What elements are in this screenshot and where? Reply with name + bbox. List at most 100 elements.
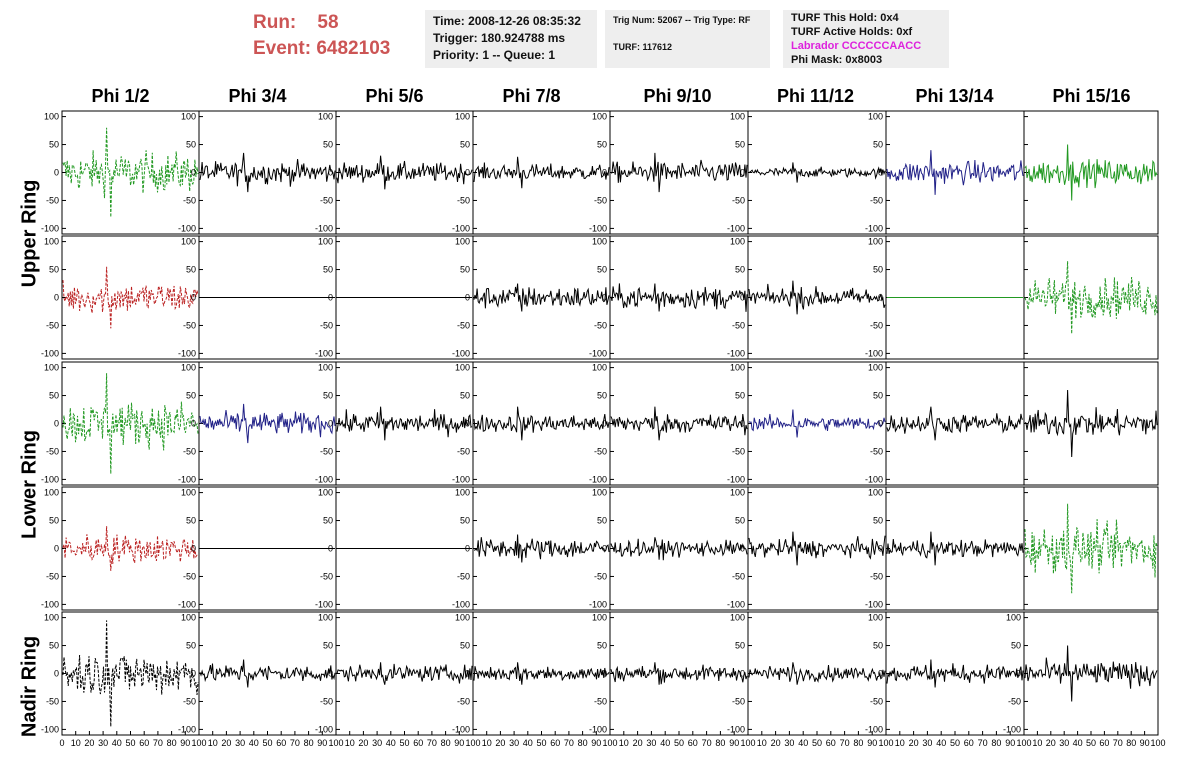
y-tick-label: -50 — [732, 696, 745, 706]
x-tick-label: 10 — [895, 738, 905, 748]
y-tick-label: 100 — [730, 363, 745, 373]
column-header: Phi 15/16 — [1052, 86, 1131, 106]
event-label: Event: — [253, 38, 312, 59]
x-tick-label: 40 — [660, 738, 670, 748]
turf-info-box: TURF This Hold: 0x4 TURF Active Holds: 0… — [783, 10, 949, 68]
turf-line: TURF: 117612 — [613, 42, 673, 52]
x-tick-label: 30 — [1059, 738, 1069, 748]
y-tick-label: 0 — [328, 419, 333, 429]
waveform-trace — [748, 280, 886, 315]
y-tick-label: -50 — [320, 446, 333, 456]
x-tick-label: 100 — [602, 738, 617, 748]
event-row: Event: 6482103 — [253, 36, 390, 62]
y-tick-label: 100 — [44, 613, 59, 623]
y-tick-label: 50 — [323, 516, 333, 526]
x-tick-label: 90 — [1140, 738, 1150, 748]
y-tick-label: 50 — [460, 391, 470, 401]
y-tick-label: 50 — [460, 516, 470, 526]
x-tick-label: 10 — [619, 738, 629, 748]
y-tick-label: 100 — [592, 488, 607, 498]
x-tick-label: 40 — [523, 738, 533, 748]
y-tick-label: 50 — [873, 391, 883, 401]
waveform-panel: 100 50 0 -50 -100 — [865, 235, 1025, 360]
y-tick-label: 0 — [191, 419, 196, 429]
x-tick-label: 10 — [208, 738, 218, 748]
column-header: Phi 3/4 — [228, 86, 287, 106]
x-tick-label: 40 — [798, 738, 808, 748]
x-tick-label: 50 — [536, 738, 546, 748]
y-tick-label: -50 — [46, 320, 59, 330]
y-tick-label: 50 — [735, 140, 745, 150]
y-tick-label: 0 — [740, 293, 745, 303]
x-tick-label: 20 — [771, 738, 781, 748]
x-tick-label: 20 — [633, 738, 643, 748]
y-tick-label: -100 — [452, 724, 470, 734]
x-tick-label: 100 — [740, 738, 755, 748]
y-tick-label: 0 — [328, 293, 333, 303]
waveform-panel: 100 50 0 -50 -100 — [589, 486, 749, 611]
panel-frame — [747, 110, 887, 235]
y-tick-label: -100 — [727, 223, 745, 233]
y-tick-label: 100 — [730, 237, 745, 247]
waveform-panel: 100 50 0 -50 -100 — [41, 235, 200, 360]
y-tick-label: -100 — [865, 348, 883, 358]
y-tick-label: -50 — [320, 571, 333, 581]
y-tick-label: 100 — [730, 613, 745, 623]
waveform-trace — [336, 406, 473, 441]
waveform-trace — [336, 155, 473, 190]
y-tick-label: 100 — [455, 237, 470, 247]
y-tick-label: -50 — [732, 195, 745, 205]
waveform-panel — [1023, 110, 1159, 235]
y-tick-label: -50 — [594, 571, 607, 581]
y-tick-label: 100 — [181, 488, 196, 498]
waveform-panel — [1023, 235, 1159, 360]
waveform-panel: 100 50 0 -50 -100 — [452, 361, 611, 486]
run-event-box: Run: 58 Event: 6482103 — [253, 10, 390, 62]
x-tick-label: 20 — [84, 738, 94, 748]
waveform-trace — [610, 662, 748, 685]
y-tick-label: -50 — [870, 696, 883, 706]
x-tick-label: 20 — [221, 738, 231, 748]
y-tick-label: 0 — [602, 669, 607, 679]
turf-active-line: TURF Active Holds: 0xf — [791, 26, 913, 38]
y-tick-label: -50 — [457, 320, 470, 330]
waveform-panel: 100 50 0 -50 -100 — [41, 486, 200, 611]
y-tick-label: -50 — [46, 696, 59, 706]
waveform-trace — [1024, 645, 1158, 702]
y-tick-label: 0 — [878, 544, 883, 554]
y-tick-label: -50 — [457, 446, 470, 456]
x-tick-label: 90 — [180, 738, 190, 748]
y-tick-label: 50 — [597, 391, 607, 401]
x-tick-label: 60 — [139, 738, 149, 748]
x-tick-label: 60 — [964, 738, 974, 748]
y-tick-label: -100 — [178, 724, 196, 734]
y-tick-label: -50 — [870, 571, 883, 581]
x-tick-label: 10 — [71, 738, 81, 748]
x-tick-label: 100 — [1150, 738, 1165, 748]
y-tick-label: 50 — [873, 140, 883, 150]
y-tick-label: -100 — [178, 599, 196, 609]
panel-frame — [885, 486, 1025, 611]
waveform-panel: 100 50 0 -50 -100 — [865, 361, 1025, 486]
panel-frame — [61, 110, 200, 235]
x-tick-label: 80 — [578, 738, 588, 748]
x-tick-label: 30 — [509, 738, 519, 748]
y-tick-label: 50 — [460, 265, 470, 275]
waveform-trace — [610, 537, 748, 561]
y-tick-label: -100 — [1003, 724, 1021, 734]
y-tick-label: -100 — [727, 724, 745, 734]
y-tick-label: 100 — [592, 237, 607, 247]
y-tick-label: 50 — [186, 641, 196, 651]
waveform-trace — [748, 662, 886, 685]
y-tick-label: 0 — [191, 544, 196, 554]
y-tick-label: 100 — [318, 488, 333, 498]
y-tick-label: 100 — [455, 112, 470, 122]
y-tick-label: -100 — [727, 474, 745, 484]
x-tick-label: 80 — [853, 738, 863, 748]
y-tick-label: 100 — [318, 613, 333, 623]
y-tick-label: 0 — [191, 669, 196, 679]
event-value: 6482103 — [316, 38, 391, 59]
waveform-trace — [886, 531, 1024, 566]
y-tick-label: 100 — [318, 363, 333, 373]
waveform-panel: 100 50 0 -50 -100 — [178, 611, 337, 736]
